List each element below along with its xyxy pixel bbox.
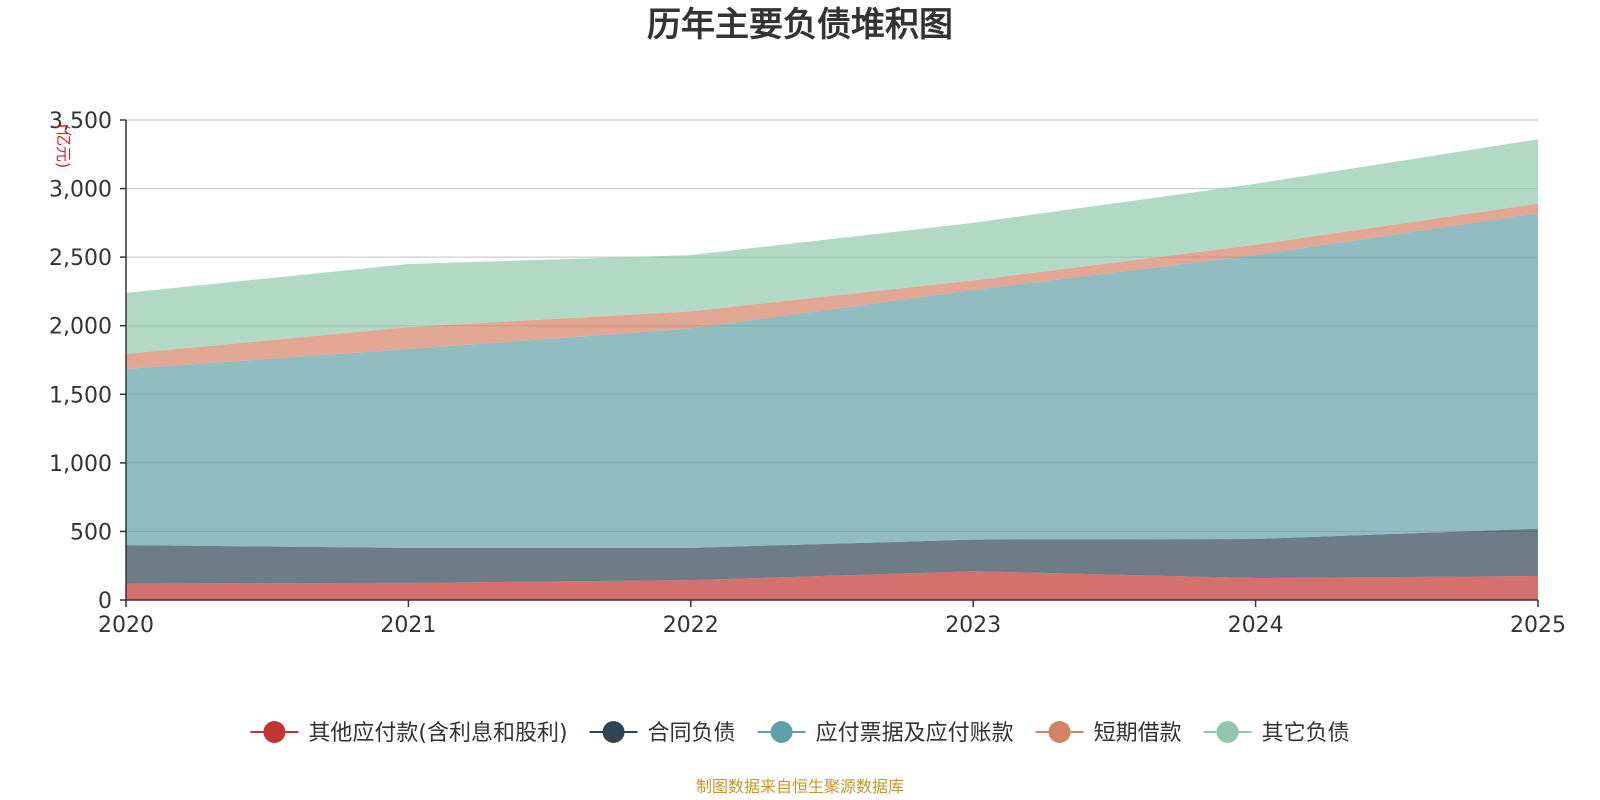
legend-item[interactable]: 其它负债 xyxy=(1203,721,1350,746)
legend-marker-icon xyxy=(770,721,793,743)
legend-item[interactable]: 其他应付款(含利息和股利) xyxy=(250,721,568,746)
legend-marker-icon xyxy=(1048,721,1071,743)
legend-label: 合同负债 xyxy=(648,721,736,746)
y-tick-label: 1,500 xyxy=(49,383,112,408)
y-tick-label: 1,000 xyxy=(49,452,112,477)
area-series xyxy=(126,528,1538,584)
legend-label: 其它负债 xyxy=(1262,721,1350,746)
legend-item[interactable]: 短期借款 xyxy=(1035,721,1182,746)
area-series xyxy=(126,213,1538,548)
source-note: 制图数据来自恒生聚源数据库 xyxy=(696,777,904,796)
area-series xyxy=(126,139,1538,354)
y-axis-unit-label: (亿元) xyxy=(54,124,73,169)
area-series xyxy=(126,571,1538,600)
x-tick-label: 2023 xyxy=(945,613,1001,638)
y-tick-label: 2,500 xyxy=(49,246,112,271)
y-tick-label: 2,000 xyxy=(49,315,112,340)
y-tick-label: 3,500 xyxy=(49,109,112,134)
x-tick-label: 2024 xyxy=(1228,613,1284,638)
y-tick-label: 0 xyxy=(98,589,112,614)
legend-marker-icon xyxy=(263,721,286,743)
axes: 2020 2021 2022 2023 2024 2025 xyxy=(98,119,1566,638)
legend-item[interactable]: 合同负债 xyxy=(589,721,736,746)
legend-label: 其他应付款(含利息和股利) xyxy=(308,721,567,746)
legend-label: 应付票据及应付账款 xyxy=(816,721,1014,746)
legend-marker-icon xyxy=(602,721,625,743)
legend-item[interactable]: 应付票据及应付账款 xyxy=(757,721,1014,746)
area-series xyxy=(126,203,1538,369)
x-tick-label: 2025 xyxy=(1510,613,1566,638)
legend: 其他应付款(含利息和股利) 合同负债 应付票据及应付账款 短期借款 其它负债 xyxy=(250,721,1350,746)
x-tick-label: 2021 xyxy=(380,613,436,638)
y-tick-label: 500 xyxy=(70,520,112,545)
x-tick-label: 2020 xyxy=(98,613,154,638)
legend-label: 短期借款 xyxy=(1094,721,1182,746)
stacked-areas xyxy=(126,139,1538,600)
chart-title: 历年主要负债堆积图 xyxy=(647,5,953,45)
y-tick-label: 3,000 xyxy=(49,178,112,203)
x-tick-label: 2022 xyxy=(663,613,719,638)
legend-marker-icon xyxy=(1216,721,1239,743)
